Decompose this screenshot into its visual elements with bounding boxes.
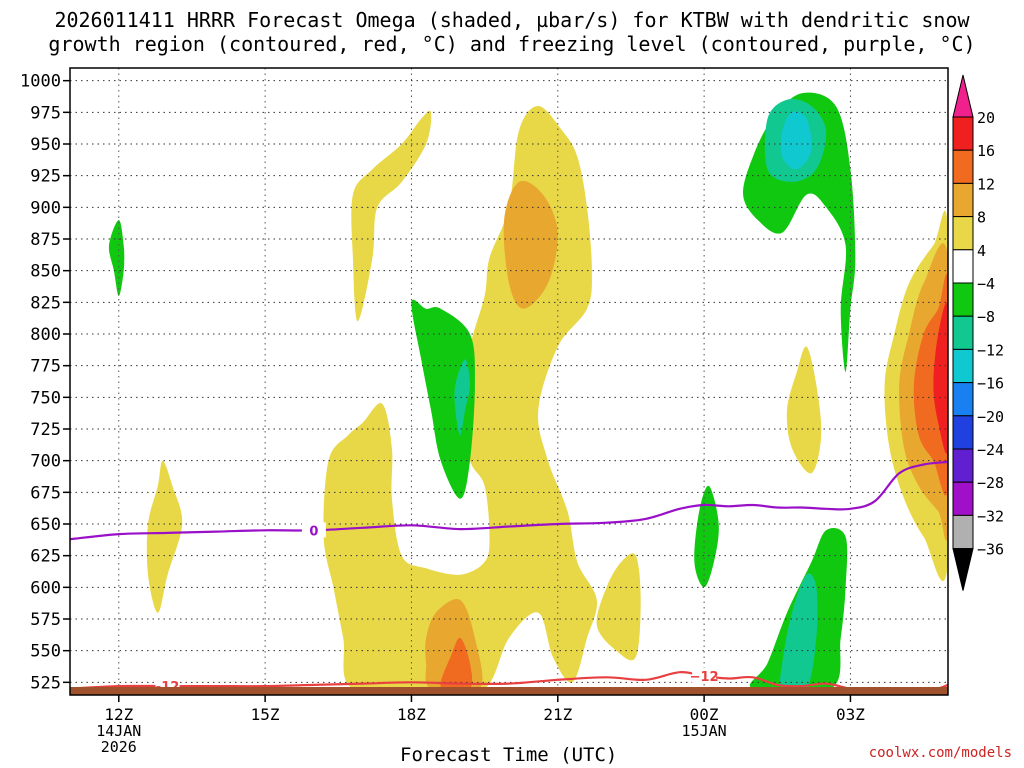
colorbar-label-0: 20 bbox=[977, 109, 995, 127]
omega-region-11 bbox=[933, 302, 948, 454]
colorbar-swatch-3 bbox=[952, 216, 974, 251]
omega-region-12 bbox=[411, 299, 475, 499]
colorbar-swatch-6 bbox=[952, 315, 974, 350]
y-tick-label-950: 950 bbox=[30, 135, 61, 155]
colorbar-label-9: −20 bbox=[977, 408, 1004, 426]
colorbar-swatch-1 bbox=[952, 149, 974, 184]
colorbar-swatch-10 bbox=[952, 448, 974, 483]
x-axis-label: Forecast Time (UTC) bbox=[400, 744, 618, 766]
colorbar-swatch-4 bbox=[952, 249, 974, 284]
contour-label-0-1: −12 bbox=[690, 670, 719, 685]
credit-text: coolwx.com/models bbox=[868, 745, 1012, 761]
omega-region-18 bbox=[779, 573, 818, 694]
contour-line-1 bbox=[70, 460, 948, 541]
colorbar-label-13: −36 bbox=[977, 541, 1004, 559]
colorbar-label-7: −12 bbox=[977, 341, 1004, 359]
omega-region-4 bbox=[786, 346, 822, 474]
y-tick-label-1000: 1000 bbox=[20, 72, 61, 92]
colorbar-label-11: −28 bbox=[977, 474, 1004, 492]
x-tick-label-03Z: 03Z bbox=[836, 705, 865, 724]
omega-region-10 bbox=[440, 637, 473, 691]
y-tick-label-600: 600 bbox=[30, 578, 61, 598]
colorbar-label-10: −24 bbox=[977, 441, 1004, 459]
colorbar-label-1: 16 bbox=[977, 142, 995, 160]
colorbar-label-2: 12 bbox=[977, 175, 995, 193]
colorbar-swatch-2 bbox=[952, 182, 974, 218]
omega-region-2 bbox=[351, 110, 432, 322]
colorbar-label-6: −8 bbox=[977, 308, 995, 326]
colorbar-top-triangle bbox=[952, 74, 974, 118]
y-axis: 525 550 575 600 625 650 675 700 725 750 775 800 825 8… bbox=[20, 72, 70, 693]
x-tick-year-12Z: 2026 bbox=[101, 738, 137, 756]
y-tick-label-825: 825 bbox=[30, 293, 61, 313]
x-tick-label-15Z: 15Z bbox=[251, 705, 280, 724]
omega-region-7 bbox=[503, 180, 558, 309]
y-tick-label-925: 925 bbox=[30, 167, 61, 187]
omega-region-1 bbox=[146, 460, 183, 613]
y-tick-label-675: 675 bbox=[30, 483, 61, 503]
x-tick-label-12Z: 12Z bbox=[104, 705, 133, 724]
y-tick-label-775: 775 bbox=[30, 357, 61, 377]
chart-title-line-1: 2026011411 HRRR Forecast Omega (shaded, … bbox=[54, 8, 970, 32]
y-tick-label-700: 700 bbox=[30, 452, 61, 472]
colorbar-swatch-7 bbox=[952, 348, 974, 384]
y-tick-label-850: 850 bbox=[30, 262, 61, 282]
plot-frame bbox=[69, 67, 949, 696]
x-tick-date-12Z: 14JAN bbox=[96, 722, 141, 740]
colorbar-swatch-12 bbox=[952, 514, 974, 550]
y-tick-label-875: 875 bbox=[30, 230, 61, 250]
colorbar-swatch-9 bbox=[952, 415, 974, 450]
y-tick-label-975: 975 bbox=[30, 103, 61, 123]
y-tick-label-750: 750 bbox=[30, 388, 61, 408]
colorbar-label-12: −32 bbox=[977, 507, 1004, 525]
chart-title-line-2: growth region (contoured, red, °C) and f… bbox=[48, 32, 976, 56]
omega-shading-layer bbox=[108, 92, 948, 694]
colorbar-bottom-triangle bbox=[952, 548, 974, 591]
colorbar-swatch-8 bbox=[952, 382, 974, 417]
y-tick-label-525: 525 bbox=[30, 673, 61, 693]
colorbar-swatch-11 bbox=[952, 481, 974, 516]
ground-strip bbox=[70, 687, 948, 695]
omega-colorbar: 20 16 12 8 4 −4 −8 −12 −16 −20 −24 −28 −32 −36 bbox=[952, 74, 1004, 591]
colorbar-label-4: 4 bbox=[977, 242, 986, 260]
colorbar-swatch-5 bbox=[952, 282, 974, 317]
y-tick-label-650: 650 bbox=[30, 515, 61, 535]
colorbar-label-3: 8 bbox=[977, 209, 986, 227]
contour-label-1-0: 0 bbox=[309, 524, 318, 539]
omega-region-13 bbox=[694, 485, 719, 588]
y-tick-label-900: 900 bbox=[30, 198, 61, 218]
x-tick-label-00Z: 00Z bbox=[690, 705, 719, 724]
y-tick-label-725: 725 bbox=[30, 420, 61, 440]
y-tick-label-625: 625 bbox=[30, 547, 61, 567]
contour-label-bg-0-1 bbox=[692, 668, 717, 683]
grid-layer bbox=[70, 68, 948, 695]
y-tick-label-550: 550 bbox=[30, 642, 61, 662]
x-tick-label-18Z: 18Z bbox=[397, 705, 426, 724]
y-tick-label-800: 800 bbox=[30, 325, 61, 345]
y-tick-label-575: 575 bbox=[30, 610, 61, 630]
colorbar-label-8: −16 bbox=[977, 375, 1004, 393]
x-tick-label-21Z: 21Z bbox=[543, 705, 572, 724]
omega-region-14 bbox=[108, 220, 125, 296]
x-tick-date-00Z: 15JAN bbox=[682, 722, 727, 740]
omega-region-3 bbox=[596, 553, 641, 661]
contour-label-bg-1-0 bbox=[301, 522, 326, 538]
colorbar-label-5: −4 bbox=[977, 275, 995, 293]
colorbar-swatch-0 bbox=[952, 116, 974, 151]
omega-region-17 bbox=[454, 359, 470, 436]
omega-region-20 bbox=[780, 111, 812, 170]
